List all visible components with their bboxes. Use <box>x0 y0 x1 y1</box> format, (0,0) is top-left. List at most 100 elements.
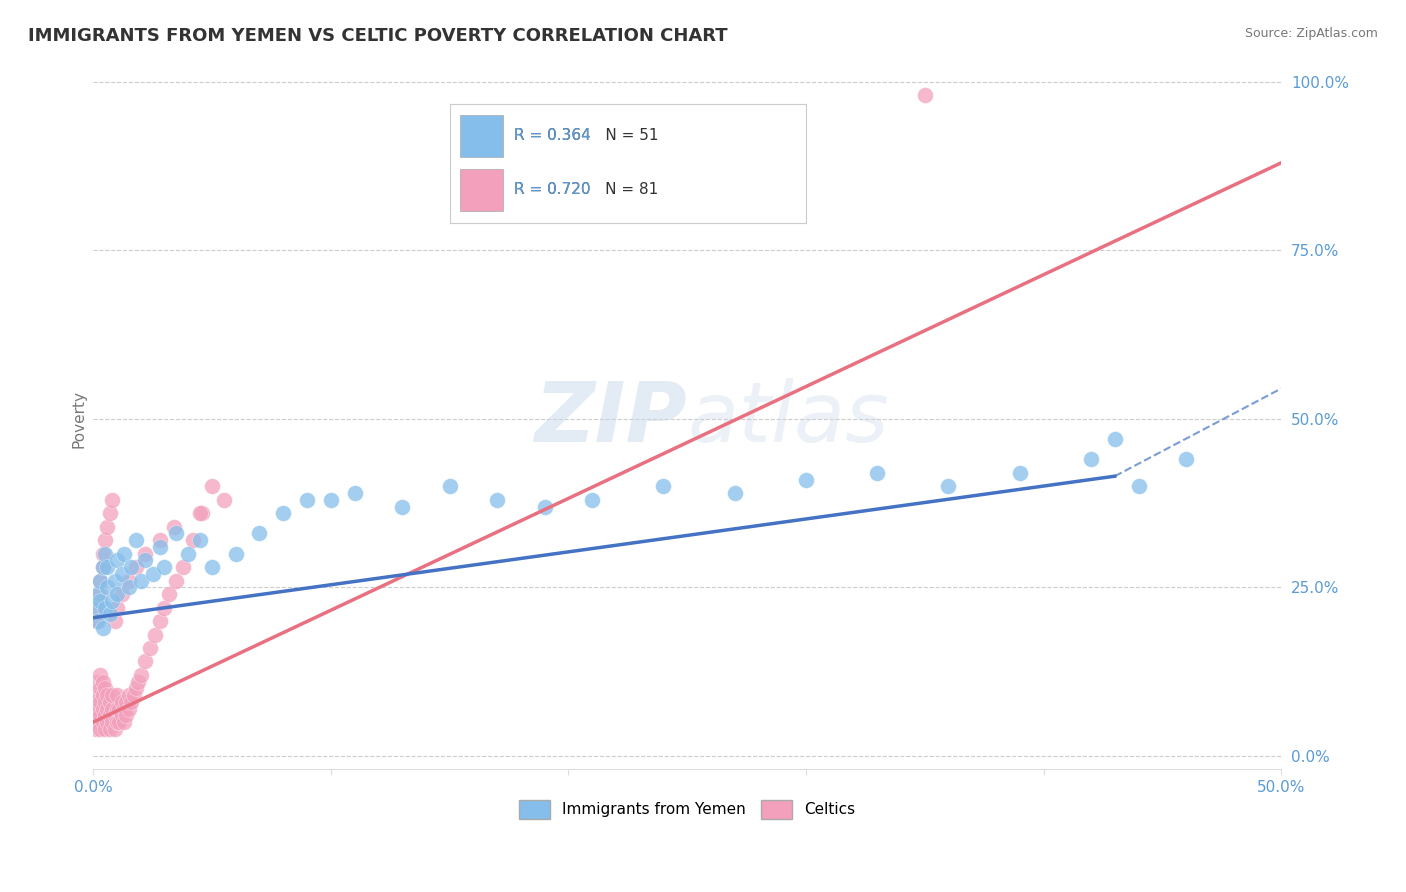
Point <box>87 600 110 615</box>
Point <box>91 701 114 715</box>
Point <box>89 722 111 736</box>
Text: Source: ZipAtlas.com: Source: ZipAtlas.com <box>1244 27 1378 40</box>
Point <box>201 479 224 493</box>
Point <box>127 674 149 689</box>
Point <box>94 600 117 615</box>
Point <box>89 681 111 696</box>
Point <box>1128 479 1150 493</box>
Point <box>105 701 128 715</box>
Point <box>91 547 114 561</box>
Point <box>343 486 366 500</box>
Point <box>105 715 128 730</box>
Point <box>98 506 121 520</box>
Point <box>139 640 162 655</box>
Point <box>794 473 817 487</box>
Point <box>91 688 114 702</box>
Point <box>108 715 131 730</box>
Point <box>866 466 889 480</box>
Point <box>165 574 187 588</box>
Point <box>129 668 152 682</box>
Point <box>134 547 156 561</box>
Point <box>89 695 111 709</box>
Point <box>157 587 180 601</box>
Point <box>391 500 413 514</box>
Point <box>177 547 200 561</box>
Y-axis label: Poverty: Poverty <box>72 390 86 448</box>
Point <box>91 674 114 689</box>
Point <box>134 553 156 567</box>
Point <box>111 566 134 581</box>
Point <box>101 715 124 730</box>
Point <box>112 701 135 715</box>
Point <box>142 566 165 581</box>
Point <box>101 688 124 702</box>
Point <box>89 708 111 723</box>
Point <box>181 533 204 548</box>
Point <box>153 560 176 574</box>
Point <box>914 88 936 103</box>
Point <box>84 722 107 736</box>
Point <box>143 627 166 641</box>
Point <box>91 560 114 574</box>
Point <box>1080 452 1102 467</box>
Point <box>120 560 142 574</box>
Point <box>319 492 342 507</box>
Point <box>120 695 142 709</box>
Point <box>129 574 152 588</box>
Text: IMMIGRANTS FROM YEMEN VS CELTIC POVERTY CORRELATION CHART: IMMIGRANTS FROM YEMEN VS CELTIC POVERTY … <box>28 27 728 45</box>
Point <box>89 668 111 682</box>
Point <box>103 574 125 588</box>
Point <box>84 695 107 709</box>
Point <box>118 574 141 588</box>
Point <box>486 492 509 507</box>
Point <box>938 479 960 493</box>
Point <box>163 519 186 533</box>
Point <box>295 492 318 507</box>
Point <box>1175 452 1198 467</box>
Point <box>89 587 111 601</box>
Point <box>94 547 117 561</box>
Point <box>191 506 214 520</box>
Point <box>108 701 131 715</box>
Point <box>112 547 135 561</box>
Text: ZIP: ZIP <box>534 378 688 459</box>
Point <box>84 708 107 723</box>
Point <box>105 600 128 615</box>
Point <box>188 533 211 548</box>
Point <box>101 492 124 507</box>
Point <box>149 533 172 548</box>
Point <box>91 560 114 574</box>
Point <box>212 492 235 507</box>
Point <box>111 708 134 723</box>
Point <box>87 587 110 601</box>
Point <box>87 688 110 702</box>
Point <box>105 553 128 567</box>
Point <box>91 715 114 730</box>
Point <box>134 655 156 669</box>
Point <box>1104 432 1126 446</box>
Point <box>165 526 187 541</box>
Point <box>115 695 138 709</box>
Point <box>103 614 125 628</box>
Point <box>125 533 148 548</box>
Point <box>225 547 247 561</box>
Point <box>111 587 134 601</box>
Point <box>115 708 138 723</box>
Point <box>84 614 107 628</box>
Point <box>94 695 117 709</box>
Point <box>103 708 125 723</box>
Point <box>94 708 117 723</box>
Point <box>87 701 110 715</box>
Point <box>201 560 224 574</box>
Point <box>125 681 148 696</box>
Point <box>724 486 747 500</box>
Point <box>98 722 121 736</box>
Point <box>84 600 107 615</box>
Point <box>122 688 145 702</box>
Point <box>439 479 461 493</box>
Point <box>172 560 194 574</box>
Legend: Immigrants from Yemen, Celtics: Immigrants from Yemen, Celtics <box>513 794 860 825</box>
Point <box>118 701 141 715</box>
Point <box>96 688 118 702</box>
Point <box>98 607 121 622</box>
